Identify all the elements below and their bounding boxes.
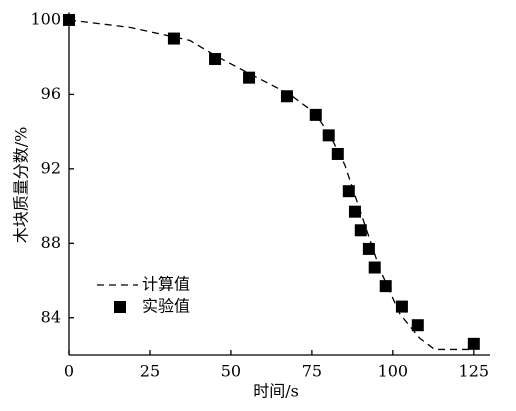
data-point [379, 280, 392, 293]
data-point [243, 71, 256, 84]
data-point [354, 224, 367, 237]
x-tick-label: 100 [378, 362, 409, 381]
data-point [167, 32, 180, 45]
x-tick-label: 25 [140, 362, 160, 381]
data-point [348, 205, 361, 218]
data-point [362, 242, 375, 255]
data-point [63, 13, 75, 26]
data-point [467, 337, 480, 350]
y-tick-label: 100 [30, 9, 61, 28]
y-tick-label: 88 [41, 233, 61, 252]
legend-marker [114, 301, 126, 313]
x-tick-label: 75 [302, 362, 322, 381]
x-axis-label: 时间/s [253, 382, 299, 401]
data-point [411, 319, 424, 332]
y-axis-label: 木块质量分数/% [12, 127, 31, 244]
data-point [322, 129, 335, 142]
data-point [342, 185, 355, 198]
data-point [280, 90, 293, 103]
y-tick-label: 92 [41, 158, 61, 177]
legend-label: 计算值 [142, 275, 190, 294]
data-point [209, 53, 222, 66]
data-point [395, 300, 408, 313]
x-tick-label: 125 [459, 362, 490, 381]
data-line [68, 19, 473, 351]
data-point [309, 108, 322, 121]
legend-label: 实验值 [142, 297, 190, 316]
x-tick-label: 50 [221, 362, 241, 381]
data-point [331, 147, 344, 160]
data-point [368, 261, 381, 274]
y-tick-label: 96 [41, 84, 61, 103]
y-tick-label: 84 [41, 307, 61, 326]
x-tick-label: 0 [64, 362, 74, 381]
